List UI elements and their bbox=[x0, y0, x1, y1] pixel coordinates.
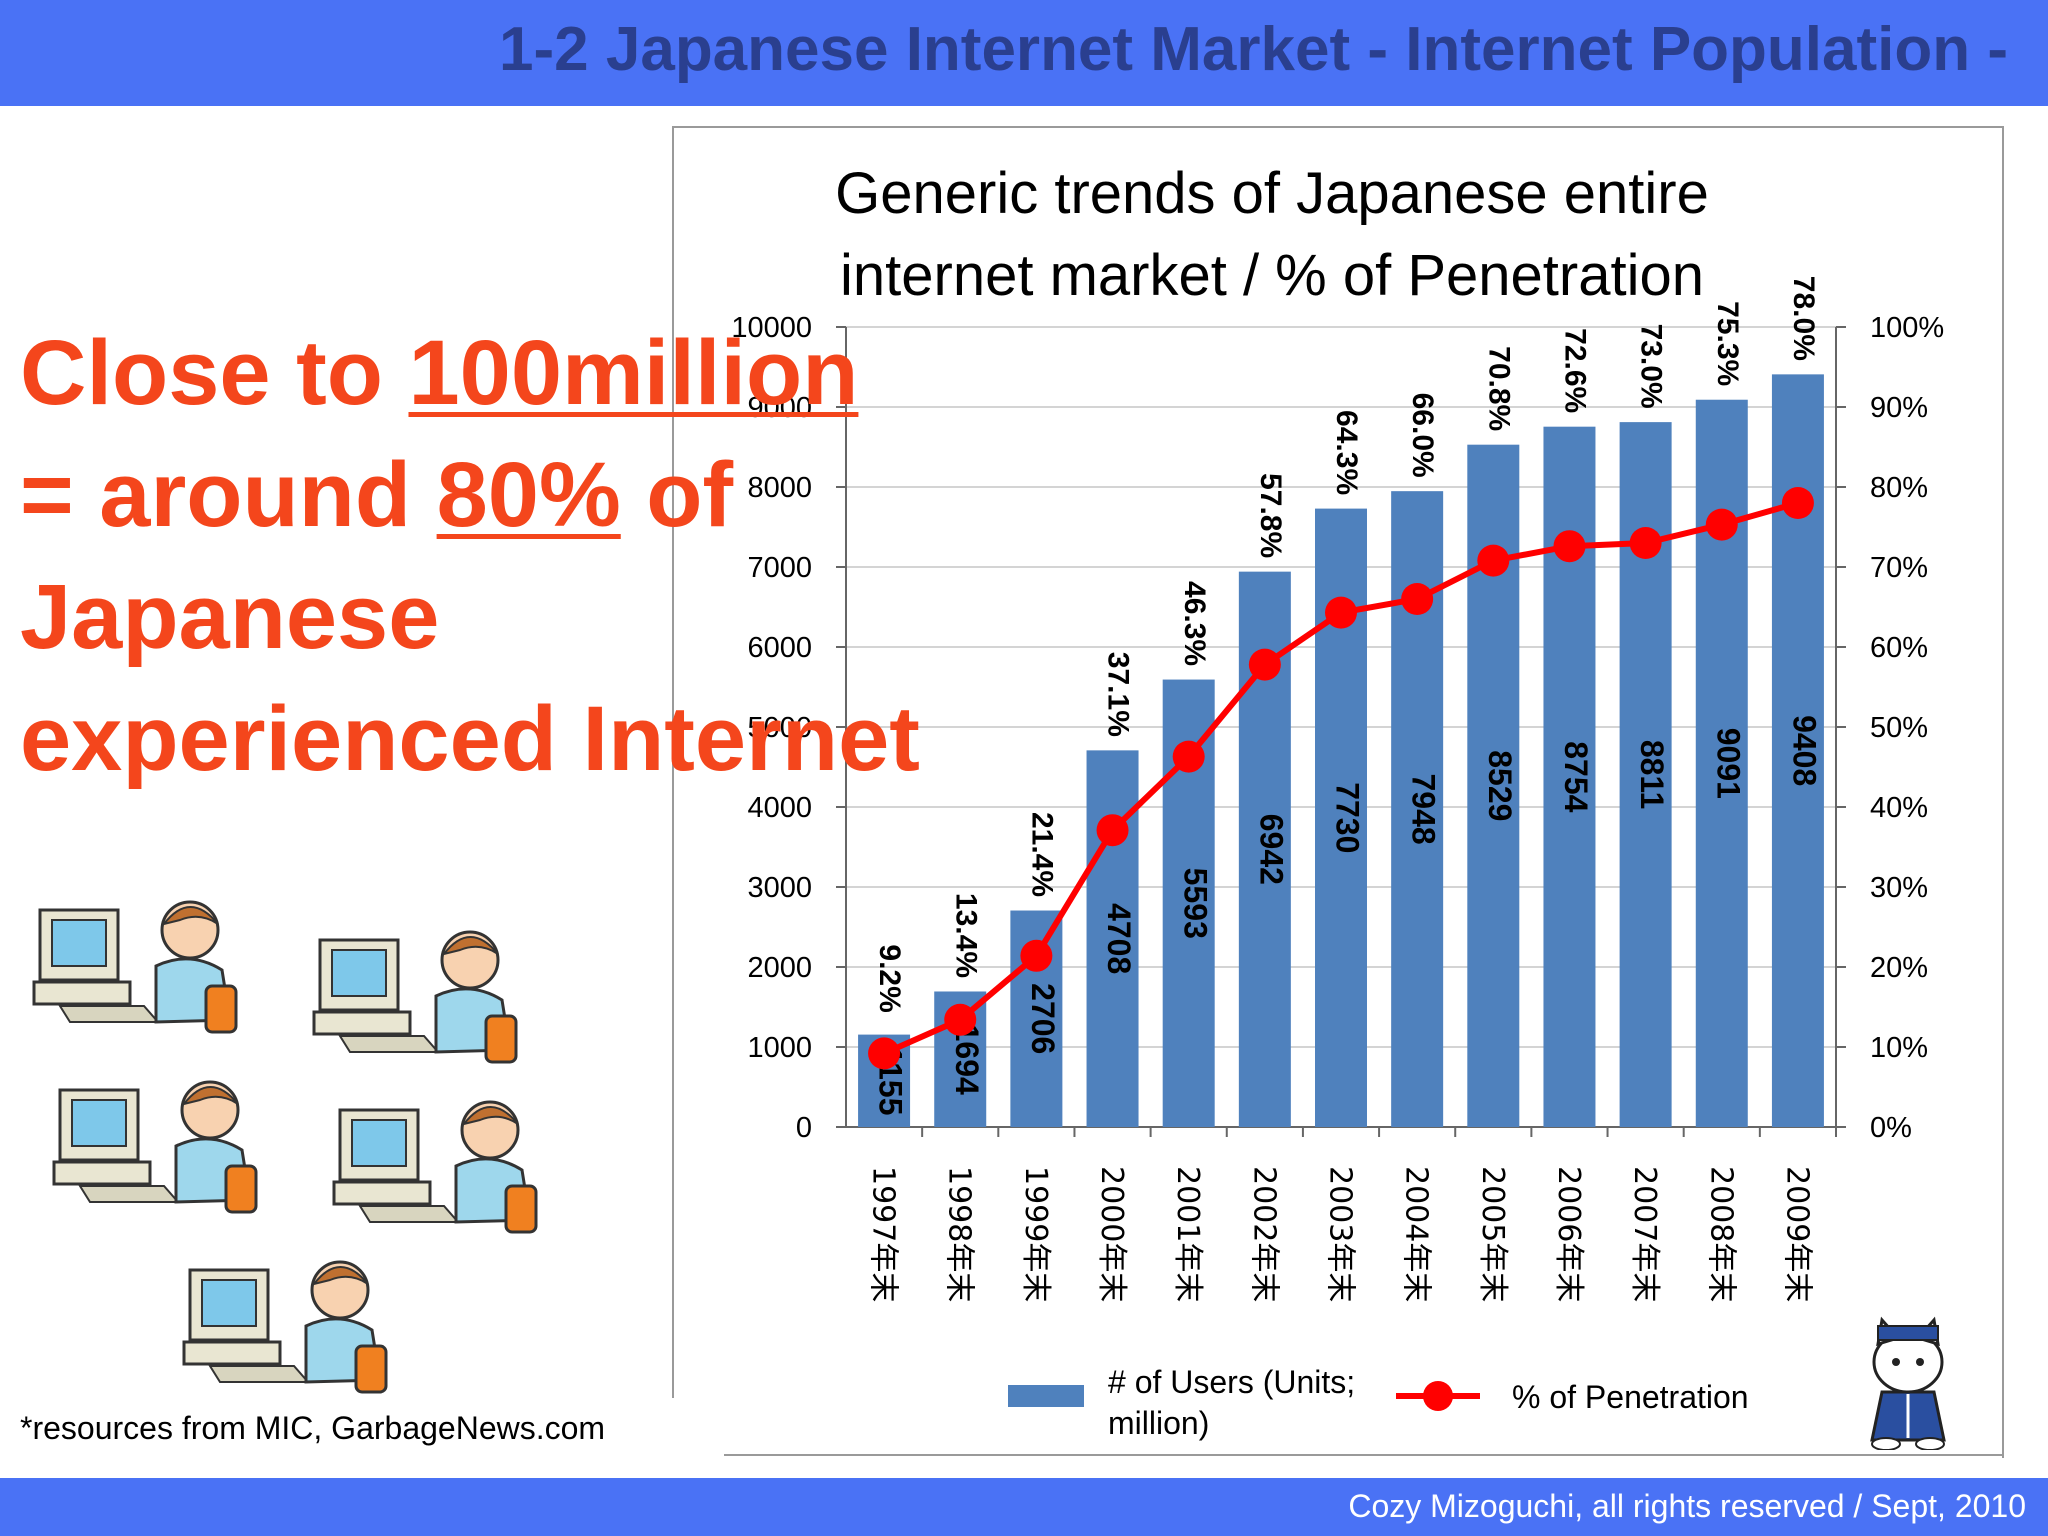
y-tick-label-left: 8000 bbox=[747, 472, 812, 504]
headline-highlight: 80% bbox=[436, 444, 621, 546]
y-tick-label-left: 1000 bbox=[747, 1032, 812, 1064]
cat-mascot-icon bbox=[1870, 1316, 1946, 1450]
chart-title: internet market / % of Penetration bbox=[840, 243, 1704, 308]
bar-value-label: 8811 bbox=[1634, 740, 1670, 809]
y-tick-label-left: 5000 bbox=[747, 712, 812, 744]
penetration-value-label: 9.2% bbox=[873, 944, 906, 1012]
penetration-point bbox=[1629, 527, 1662, 559]
bar-value-label: 4708 bbox=[1101, 903, 1137, 974]
penetration-value-label: 57.8% bbox=[1254, 473, 1287, 558]
chart-frame-left-edge bbox=[672, 126, 674, 1398]
y-tick-label-left: 3000 bbox=[747, 872, 812, 904]
y-tick-label-right: 40% bbox=[1870, 792, 1928, 824]
y-tick-label-left: 2000 bbox=[747, 952, 812, 984]
x-tick-label: 2000年末 bbox=[1094, 1166, 1129, 1302]
penetration-point bbox=[1096, 814, 1129, 847]
legend-line-label: % of Penetration bbox=[1512, 1379, 1749, 1415]
penetration-point bbox=[1477, 544, 1510, 577]
x-tick-label: 2009年末 bbox=[1779, 1166, 1814, 1302]
y-tick-label-left: 10000 bbox=[731, 312, 812, 344]
y-tick-label-left: 0 bbox=[796, 1112, 812, 1144]
y-tick-label-right: 30% bbox=[1870, 872, 1928, 904]
x-tick-label: 2003年末 bbox=[1323, 1166, 1358, 1302]
y-tick-label-right: 0% bbox=[1870, 1112, 1912, 1144]
headline-highlight: 100million bbox=[408, 322, 859, 424]
chart-frame-bottom-edge bbox=[724, 1454, 2004, 1456]
y-tick-label-left: 7000 bbox=[747, 552, 812, 584]
penetration-point bbox=[1325, 596, 1357, 629]
x-tick-label: 2007年末 bbox=[1627, 1166, 1662, 1302]
x-tick-label: 2006年末 bbox=[1551, 1166, 1586, 1302]
y-tick-label-right: 80% bbox=[1870, 472, 1928, 504]
x-tick-label: 2002年末 bbox=[1246, 1166, 1281, 1302]
x-tick-label: 1999年末 bbox=[1018, 1166, 1053, 1302]
headline: Close to 100million = around 80% of Japa… bbox=[20, 312, 920, 800]
bar-value-label: 8754 bbox=[1558, 741, 1594, 812]
penetration-value-label: 75.3% bbox=[1711, 301, 1744, 386]
y-tick-label-right: 70% bbox=[1870, 552, 1928, 584]
bar-value-label: 7730 bbox=[1330, 782, 1366, 853]
penetration-point bbox=[1172, 740, 1205, 773]
chart-title: Generic trends of Japanese entire bbox=[835, 161, 1709, 226]
penetration-point bbox=[868, 1037, 901, 1070]
penetration-point bbox=[1553, 530, 1586, 563]
penetration-value-label: 64.3% bbox=[1330, 410, 1363, 495]
x-tick-label: 1998年末 bbox=[942, 1166, 977, 1302]
penetration-value-label: 13.4% bbox=[949, 893, 982, 978]
headline-text: Close to bbox=[20, 322, 409, 424]
penetration-value-label: 37.1% bbox=[1102, 652, 1135, 737]
penetration-point bbox=[1020, 939, 1053, 972]
headline-text: = around bbox=[20, 444, 437, 546]
y-tick-label-left: 4000 bbox=[747, 792, 812, 824]
y-tick-label-right: 90% bbox=[1870, 392, 1928, 424]
penetration-point bbox=[1705, 508, 1738, 541]
copyright-footer: Cozy Mizoguchi, all rights reserved / Se… bbox=[1348, 1488, 2026, 1524]
penetration-value-label: 73.0% bbox=[1635, 324, 1668, 409]
penetration-point bbox=[1401, 583, 1434, 615]
x-tick-label: 2005年末 bbox=[1475, 1166, 1510, 1302]
headline-text: Japanese bbox=[20, 566, 440, 668]
penetration-value-label: 70.8% bbox=[1482, 346, 1515, 431]
penetration-point bbox=[1248, 648, 1281, 681]
headline-text: experienced Internet bbox=[20, 688, 920, 790]
legend-bar-label: # of Users (Units; bbox=[1108, 1364, 1355, 1400]
legend-bar-swatch bbox=[1008, 1385, 1084, 1407]
bar-value-label: 9091 bbox=[1710, 728, 1746, 799]
penetration-value-label: 46.3% bbox=[1178, 581, 1211, 666]
penetration-point bbox=[944, 1003, 977, 1036]
title-banner: 1-2 Japanese Internet Market - Internet … bbox=[0, 0, 2048, 106]
x-tick-label: 2008年末 bbox=[1703, 1166, 1738, 1302]
x-tick-label: 2001年末 bbox=[1170, 1166, 1205, 1302]
page-title: 1-2 Japanese Internet Market - Internet … bbox=[499, 15, 2008, 84]
penetration-value-label: 78.0% bbox=[1787, 276, 1820, 361]
penetration-value-label: 66.0% bbox=[1406, 393, 1439, 478]
source-note: *resources from MIC, GarbageNews.com bbox=[20, 1410, 606, 1446]
headline-text: of bbox=[620, 444, 734, 546]
y-tick-label-right: 20% bbox=[1870, 952, 1928, 984]
penetration-value-label: 21.4% bbox=[1025, 812, 1058, 897]
y-tick-label-right: 50% bbox=[1870, 712, 1928, 744]
bar-value-label: 9408 bbox=[1786, 715, 1822, 786]
computer-user-icon bbox=[32, 900, 538, 1394]
bar-value-label: 1694 bbox=[949, 1024, 985, 1095]
y-tick-label-right: 60% bbox=[1870, 632, 1928, 664]
y-tick-label-right: 100% bbox=[1870, 312, 1944, 344]
y-tick-label-left: 6000 bbox=[747, 632, 812, 664]
bar-value-label: 7948 bbox=[1406, 773, 1442, 844]
legend-line-marker bbox=[1423, 1381, 1453, 1411]
x-tick-label: 1997年末 bbox=[866, 1166, 901, 1302]
bar-value-label: 5593 bbox=[1177, 868, 1213, 939]
legend-bar-label: million) bbox=[1108, 1405, 1209, 1441]
bar-value-label: 2706 bbox=[1025, 983, 1061, 1054]
y-tick-label-left: 9000 bbox=[747, 392, 812, 424]
chart-frame bbox=[672, 126, 2004, 1458]
bar-value-label: 8529 bbox=[1482, 750, 1518, 821]
bar-value-label: 6942 bbox=[1253, 814, 1289, 885]
penetration-value-label: 72.6% bbox=[1559, 328, 1592, 413]
y-tick-label-right: 10% bbox=[1870, 1032, 1928, 1064]
x-tick-label: 2004年末 bbox=[1399, 1166, 1434, 1302]
footer-banner: Cozy Mizoguchi, all rights reserved / Se… bbox=[0, 1478, 2048, 1536]
penetration-point bbox=[1781, 487, 1814, 519]
